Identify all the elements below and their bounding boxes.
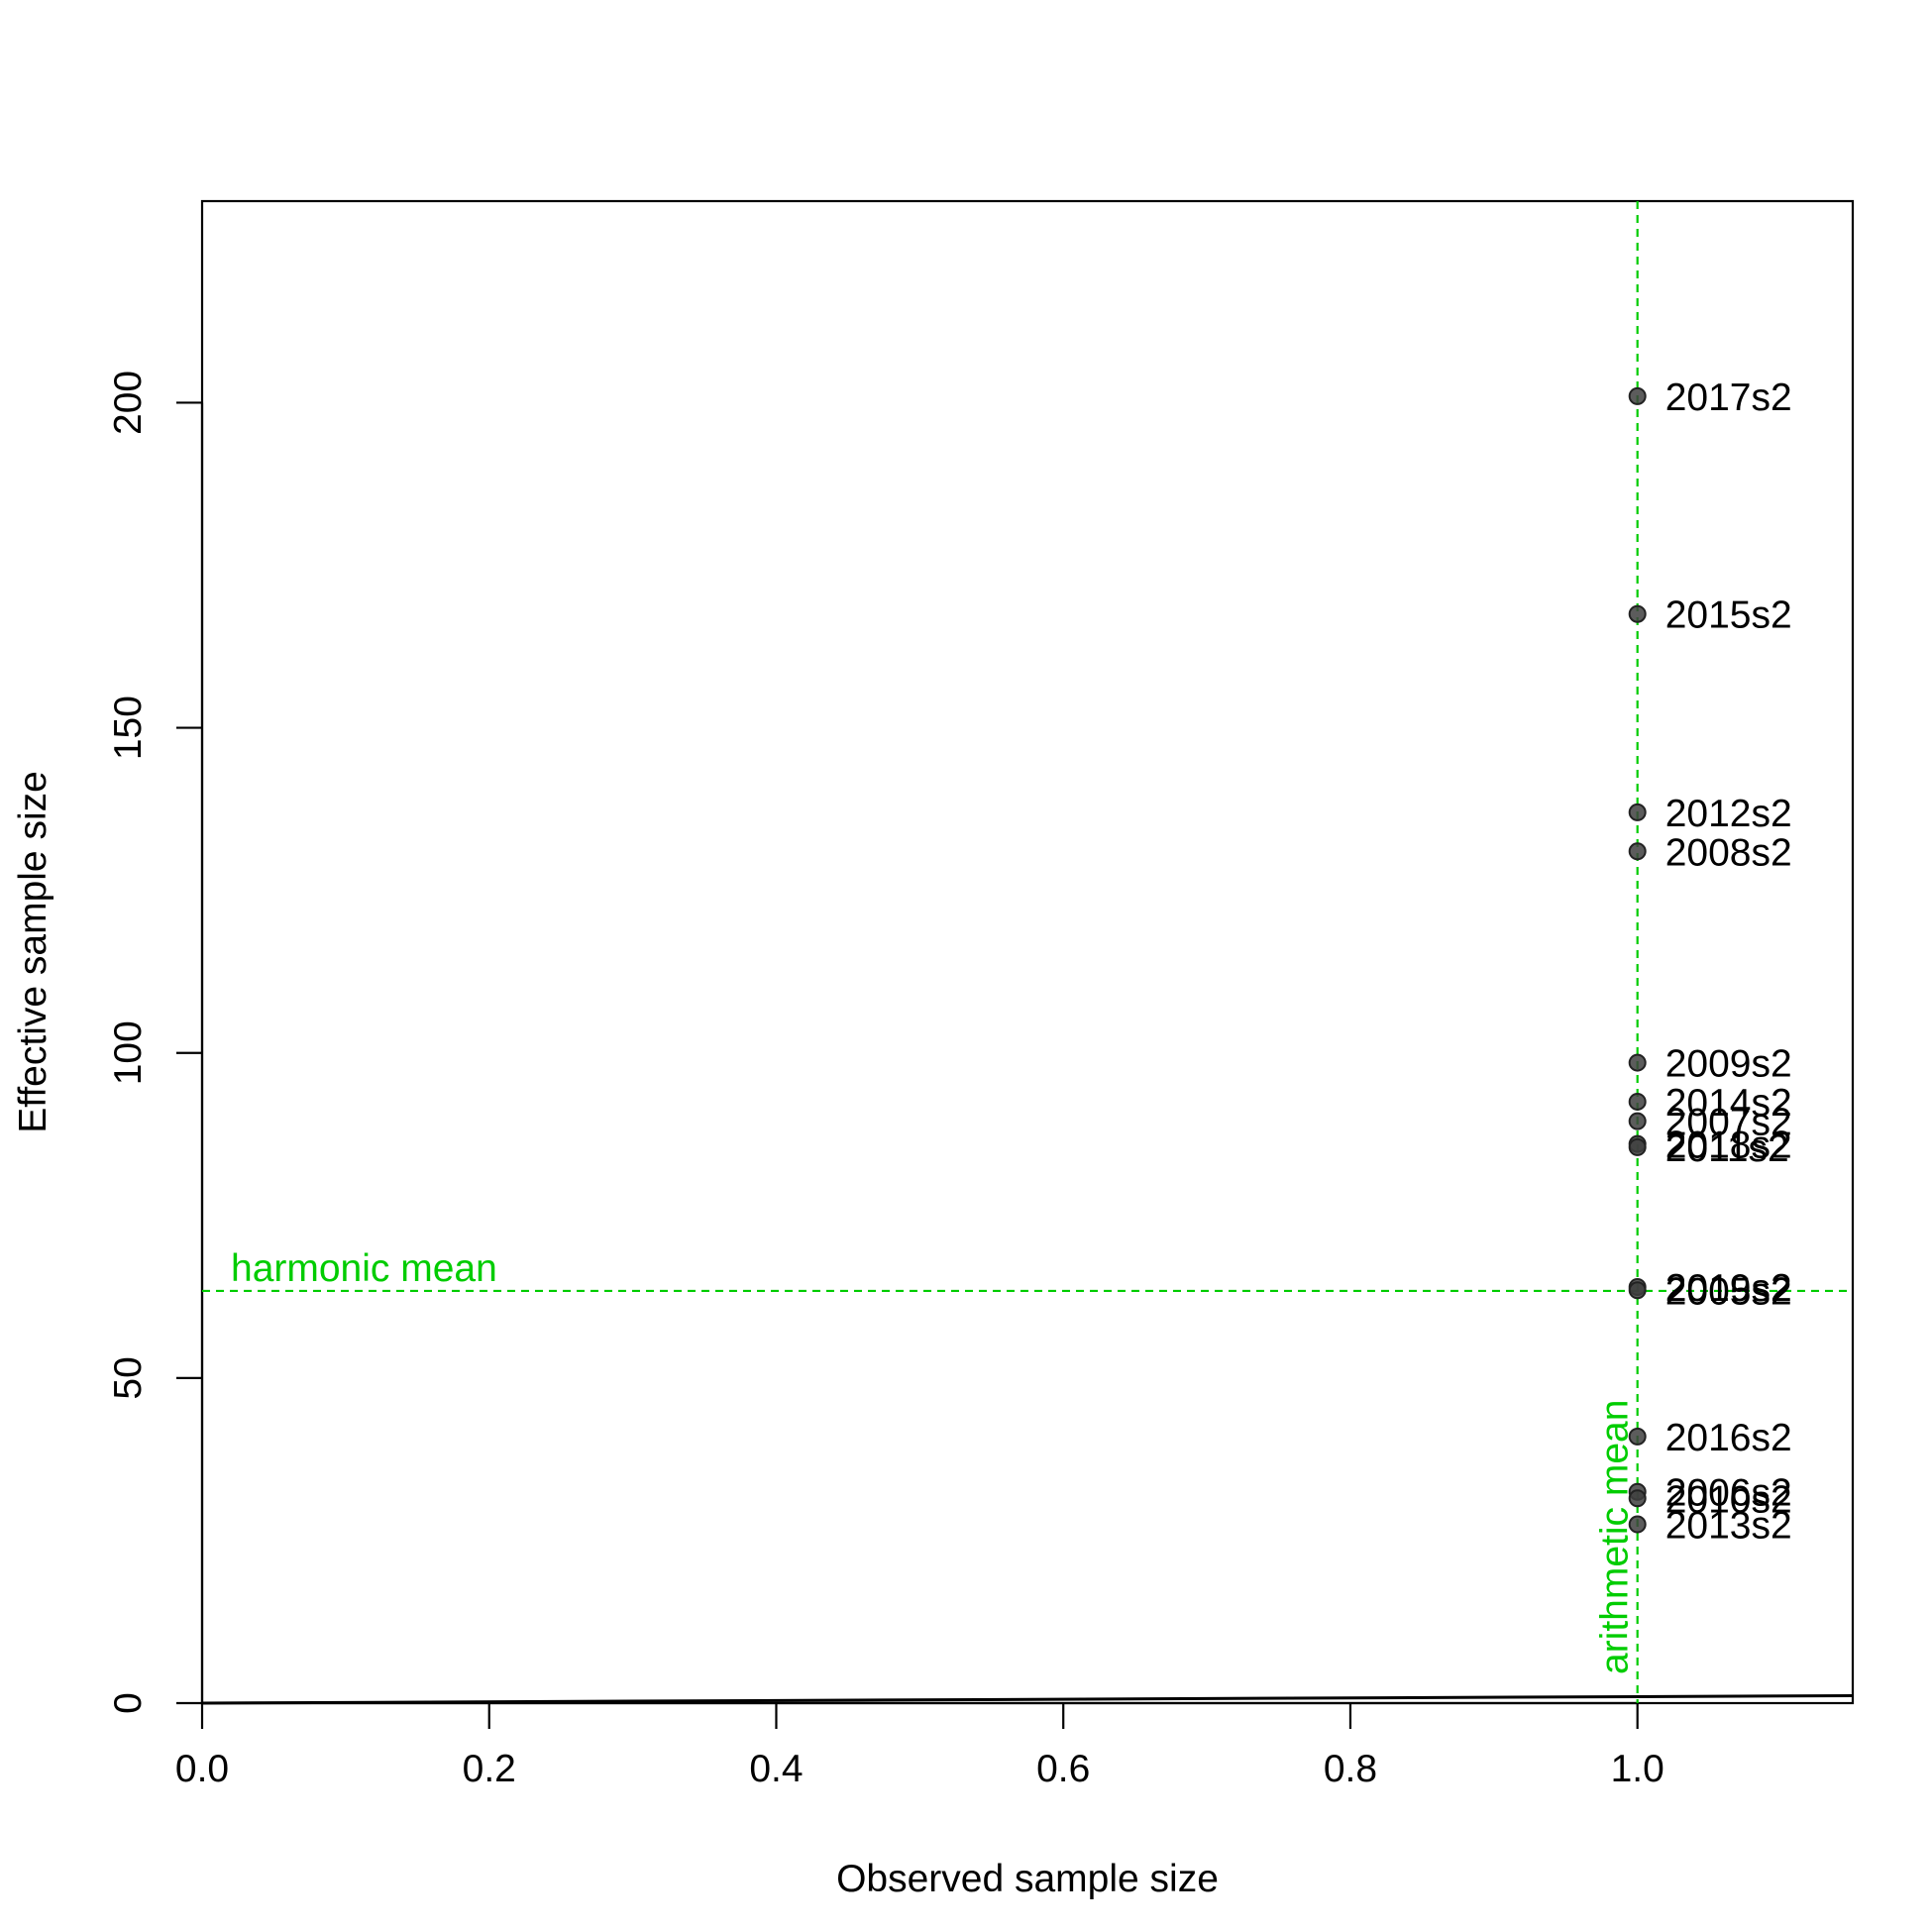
x-axis-label: Observed sample size — [836, 1858, 1219, 1900]
data-point — [1628, 1515, 1647, 1534]
data-point — [1628, 1427, 1647, 1446]
y-tick-label: 100 — [107, 1020, 150, 1085]
point-label: 2016s2 — [1665, 1417, 1792, 1459]
x-tick-label: 0.0 — [175, 1748, 229, 1790]
point-label: 2012s2 — [1665, 793, 1792, 835]
data-point — [1628, 1053, 1647, 1072]
arithmetic-mean-label: arithmetic mean — [1594, 1400, 1637, 1674]
x-tick-label: 0.8 — [1324, 1748, 1377, 1790]
identity-line-segment — [201, 1693, 1854, 1705]
x-tick-label: 0.2 — [463, 1748, 516, 1790]
data-point — [1628, 842, 1647, 861]
x-axis: 0.0 0.2 0.4 0.6 0.8 1.0 — [175, 1701, 1664, 1790]
point-label: 2007s2 — [1665, 1102, 1792, 1144]
y-axis-label: Effective sample size — [12, 771, 54, 1133]
data-point — [1628, 1112, 1647, 1130]
point-label: 2008s2 — [1665, 831, 1792, 874]
point-label: 2009s2 — [1665, 1043, 1792, 1086]
identity-line — [201, 1693, 1854, 1705]
point-label: 2015s2 — [1665, 594, 1792, 637]
harmonic-mean-label: harmonic mean — [231, 1247, 497, 1290]
data-point — [1628, 1092, 1647, 1111]
point-label: 2006s2 — [1665, 1472, 1792, 1515]
y-tick-label: 200 — [107, 371, 150, 435]
data-point — [1628, 1281, 1647, 1300]
x-tick-label: 1.0 — [1611, 1748, 1664, 1790]
point-label: 2005s2 — [1665, 1270, 1792, 1313]
data-point — [1628, 1137, 1647, 1156]
data-point — [1628, 604, 1647, 623]
x-tick-label: 0.6 — [1036, 1748, 1090, 1790]
y-tick-label: 0 — [107, 1692, 150, 1714]
point-label: 2013s2 — [1665, 1505, 1792, 1548]
point-label: 2014s2 — [1665, 1082, 1792, 1125]
point-label: 2011s2 — [1665, 1127, 1789, 1170]
data-point — [1628, 1489, 1647, 1508]
y-axis: 0 50 100 150 200 — [107, 371, 204, 1714]
data-point — [1628, 803, 1647, 821]
y-tick-label: 50 — [107, 1356, 150, 1399]
y-tick-label: 150 — [107, 696, 150, 760]
reference-lines: harmonic mean arithmetic mean — [202, 201, 1853, 1703]
data-point — [1628, 386, 1647, 405]
x-tick-label: 0.4 — [749, 1748, 803, 1790]
point-label: 2017s2 — [1665, 376, 1792, 419]
point-label: 2019s2 — [1665, 1267, 1792, 1310]
point-label: 2010s2 — [1665, 1478, 1792, 1521]
point-label: 2018s2 — [1665, 1125, 1792, 1167]
